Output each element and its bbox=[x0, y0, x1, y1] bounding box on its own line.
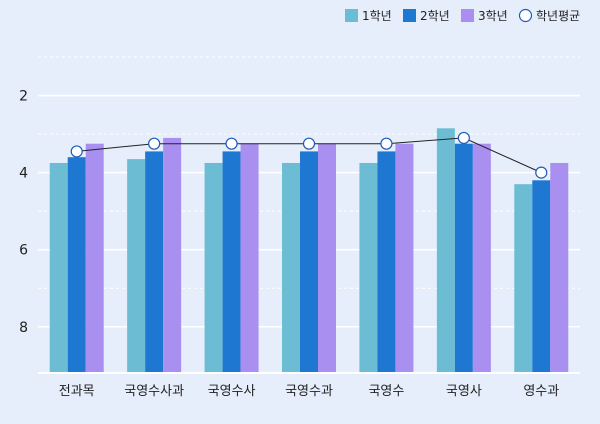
legend-label[interactable]: 2학년 bbox=[420, 9, 450, 23]
y-tick-label: 2 bbox=[19, 89, 28, 105]
bar-2학년-국영수과[interactable] bbox=[300, 151, 318, 373]
average-point[interactable] bbox=[70, 145, 83, 158]
x-tick-label: 전과목 bbox=[59, 384, 95, 399]
bar-3학년-국영수사[interactable] bbox=[240, 143, 259, 373]
legend-label[interactable]: 1학년 bbox=[362, 9, 392, 23]
legend-swatch[interactable] bbox=[345, 9, 358, 22]
bar-3학년-국영수[interactable] bbox=[395, 143, 414, 373]
x-axis-ticks: 전과목 국영수사과 국영수사 국영수과 국영수 국영사 영수과 bbox=[59, 384, 559, 399]
x-tick-label: 국영사 bbox=[446, 384, 482, 399]
bar-3학년-전과목[interactable] bbox=[85, 143, 104, 373]
legend-swatch[interactable] bbox=[403, 9, 416, 22]
x-tick-label: 국영수 bbox=[368, 384, 404, 399]
y-axis-ticks: 2 4 6 8 bbox=[19, 89, 28, 336]
average-point[interactable] bbox=[148, 137, 161, 150]
bar-2학년-국영수사[interactable] bbox=[222, 151, 241, 373]
bar-3학년-국영수과[interactable] bbox=[318, 143, 336, 373]
y-tick-label: 4 bbox=[19, 166, 28, 182]
legend-swatch[interactable] bbox=[461, 9, 474, 22]
bar-1학년-국영수사[interactable] bbox=[204, 162, 223, 373]
bar-1학년-국영수[interactable] bbox=[359, 162, 378, 373]
average-point[interactable] bbox=[380, 137, 393, 150]
legend-swatch-circle[interactable] bbox=[518, 8, 533, 23]
bar-2학년-국영수[interactable] bbox=[377, 151, 396, 373]
average-point[interactable] bbox=[225, 137, 238, 150]
y-tick-label: 6 bbox=[19, 243, 28, 259]
bar-1학년-국영수사과[interactable] bbox=[127, 159, 146, 373]
bar-1학년-국영수과[interactable] bbox=[282, 162, 300, 373]
bar-2학년-국영사[interactable] bbox=[454, 143, 473, 373]
x-tick-label: 국영수사과 bbox=[124, 384, 184, 399]
average-point[interactable] bbox=[457, 131, 470, 145]
x-tick-label: 국영수과 bbox=[285, 384, 333, 399]
average-point[interactable] bbox=[302, 137, 316, 150]
x-tick-label: 영수과 bbox=[523, 384, 559, 399]
bar-3학년-영수과[interactable] bbox=[550, 162, 569, 373]
legend[interactable]: 1학년 2학년 3학년 학년평균 bbox=[345, 8, 580, 23]
bar-3학년-국영사[interactable] bbox=[472, 143, 491, 373]
bars bbox=[49, 128, 569, 373]
y-tick-label: 8 bbox=[19, 320, 28, 336]
bar-1학년-영수과[interactable] bbox=[514, 184, 533, 373]
legend-label[interactable]: 학년평균 bbox=[536, 9, 580, 23]
x-tick-label: 국영수사 bbox=[208, 384, 256, 399]
bar-2학년-영수과[interactable] bbox=[532, 180, 551, 373]
legend-label[interactable]: 3학년 bbox=[478, 9, 508, 23]
bar-1학년-국영사[interactable] bbox=[436, 128, 455, 373]
bar-1학년-전과목[interactable] bbox=[49, 162, 68, 373]
bar-2학년-전과목[interactable] bbox=[67, 157, 86, 373]
bar-2학년-국영수사과[interactable] bbox=[145, 151, 164, 373]
average-line bbox=[70, 131, 548, 179]
bar-3학년-국영수사과[interactable] bbox=[163, 137, 182, 373]
average-point[interactable] bbox=[535, 166, 548, 179]
